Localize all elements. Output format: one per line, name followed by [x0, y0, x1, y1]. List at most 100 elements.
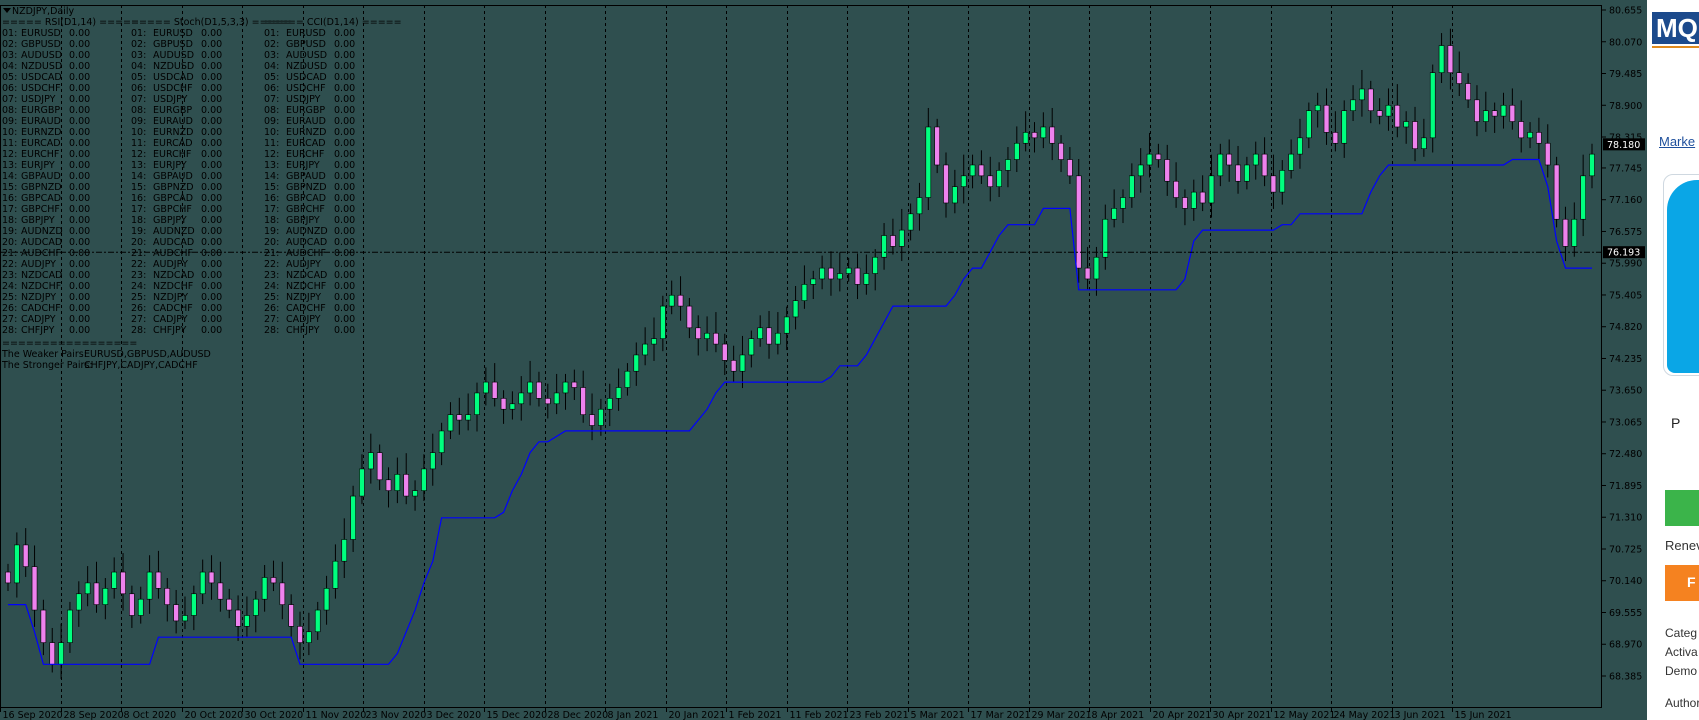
candle-bull[interactable]: [421, 468, 427, 491]
candle-bull[interactable]: [606, 398, 613, 410]
candle-bear[interactable]: [1270, 175, 1277, 193]
candle-bear[interactable]: [1536, 132, 1542, 144]
candle-bull[interactable]: [75, 593, 82, 611]
candle-bull[interactable]: [14, 544, 20, 584]
candle-bull[interactable]: [244, 615, 250, 627]
candle-bear[interactable]: [1031, 132, 1038, 139]
candle-bear[interactable]: [491, 381, 498, 399]
candle-bear[interactable]: [854, 267, 861, 285]
candle-bull[interactable]: [1040, 126, 1047, 139]
candle-bull[interactable]: [1252, 153, 1259, 166]
candle-bull[interactable]: [819, 267, 825, 280]
candle-bull[interactable]: [775, 332, 781, 345]
candle-bull[interactable]: [1244, 164, 1250, 182]
candle-bear[interactable]: [403, 474, 410, 497]
candle-bull[interactable]: [1111, 208, 1117, 220]
candle-bull[interactable]: [341, 539, 348, 562]
candle-bear[interactable]: [1058, 142, 1064, 160]
candle-bull[interactable]: [1005, 159, 1011, 171]
rent-button[interactable]: F: [1665, 565, 1699, 601]
candle-bull[interactable]: [191, 593, 197, 616]
candle-bull[interactable]: [465, 414, 471, 421]
candle-bear[interactable]: [1394, 104, 1401, 128]
candle-bull[interactable]: [881, 235, 887, 258]
candle-bear[interactable]: [31, 566, 38, 611]
candle-bull[interactable]: [898, 229, 905, 247]
candle-bear[interactable]: [270, 577, 277, 584]
candle-bull[interactable]: [1102, 218, 1109, 258]
candle-bull[interactable]: [1314, 104, 1321, 111]
candle-bull[interactable]: [182, 615, 188, 622]
candle-bull[interactable]: [969, 164, 976, 177]
candle-bear[interactable]: [155, 571, 162, 589]
candle-bull[interactable]: [925, 126, 932, 198]
candle-bear[interactable]: [686, 305, 693, 329]
candle-bear[interactable]: [456, 414, 463, 421]
candle-bull[interactable]: [916, 197, 923, 215]
candle-bull[interactable]: [810, 278, 817, 285]
candle-bull[interactable]: [615, 387, 622, 399]
candle-bear[interactable]: [217, 582, 224, 600]
candle-bull[interactable]: [642, 343, 648, 356]
candle-bull[interactable]: [527, 381, 533, 394]
candle-bull[interactable]: [84, 582, 91, 595]
market-link[interactable]: Marke: [1659, 134, 1696, 149]
candle-bear[interactable]: [571, 381, 578, 388]
candle-bull[interactable]: [332, 560, 339, 589]
candle-bear[interactable]: [1447, 45, 1454, 73]
candle-bull[interactable]: [1093, 256, 1100, 280]
candle-bull[interactable]: [261, 577, 268, 600]
candle-bull[interactable]: [633, 354, 640, 372]
candle-bull[interactable]: [952, 186, 958, 204]
candle-bull[interactable]: [146, 571, 153, 600]
candle-bear[interactable]: [721, 343, 728, 361]
mql-logo[interactable]: MQ: [1652, 12, 1699, 44]
buy-button[interactable]: [1665, 490, 1699, 526]
candle-bull[interactable]: [660, 305, 666, 339]
candle-bear[interactable]: [1544, 142, 1551, 166]
candle-bear[interactable]: [1173, 180, 1179, 198]
candle-bear[interactable]: [279, 582, 286, 605]
candle-bull[interactable]: [1350, 99, 1356, 111]
candle-bear[interactable]: [500, 398, 507, 410]
price-chart[interactable]: 16 Sep 2020 28 Sep 2020 8 Oct 2020 20 Oct 2…: [0, 0, 1647, 720]
candle-bear[interactable]: [978, 164, 985, 177]
candle-bull[interactable]: [1137, 164, 1144, 177]
candle-bear[interactable]: [235, 609, 241, 627]
candle-bull[interactable]: [1297, 137, 1303, 155]
candle-bull[interactable]: [306, 631, 312, 643]
candle-bear[interactable]: [288, 604, 294, 627]
candle-bull[interactable]: [748, 338, 755, 356]
candle-bull[interactable]: [996, 170, 1002, 187]
candle-bear[interactable]: [120, 571, 126, 595]
candle-bull[interactable]: [483, 381, 489, 394]
candle-bull[interactable]: [412, 490, 418, 497]
candle-bear[interactable]: [1491, 110, 1498, 117]
candle-bull[interactable]: [624, 370, 631, 388]
candle-bear[interactable]: [1323, 104, 1330, 133]
candle-bear[interactable]: [129, 593, 135, 616]
candle-bull[interactable]: [651, 338, 657, 345]
candle-bear[interactable]: [1474, 99, 1480, 122]
candle-bull[interactable]: [757, 327, 763, 339]
candle-bear[interactable]: [1465, 83, 1471, 101]
candle-bear[interactable]: [1182, 197, 1188, 209]
candle-bear[interactable]: [1261, 153, 1268, 177]
candle-bull[interactable]: [102, 588, 109, 605]
candle-bear[interactable]: [987, 175, 994, 187]
candle-bull[interactable]: [1306, 110, 1312, 139]
candle-bull[interactable]: [394, 474, 401, 491]
candle-bull[interactable]: [960, 175, 967, 187]
candle-bear[interactable]: [93, 582, 100, 605]
candle-bull[interactable]: [1208, 175, 1215, 204]
candle-bull[interactable]: [739, 354, 746, 372]
candle-bear[interactable]: [1164, 159, 1171, 182]
candle-bull[interactable]: [111, 571, 117, 589]
candle-bear[interactable]: [208, 571, 215, 584]
candle-bear[interactable]: [1367, 88, 1374, 111]
candle-bull[interactable]: [518, 392, 525, 405]
candle-bull[interactable]: [314, 609, 321, 633]
candle-bear[interactable]: [730, 360, 737, 372]
candle-bull[interactable]: [1359, 88, 1365, 101]
candle-bull[interactable]: [1014, 142, 1020, 160]
